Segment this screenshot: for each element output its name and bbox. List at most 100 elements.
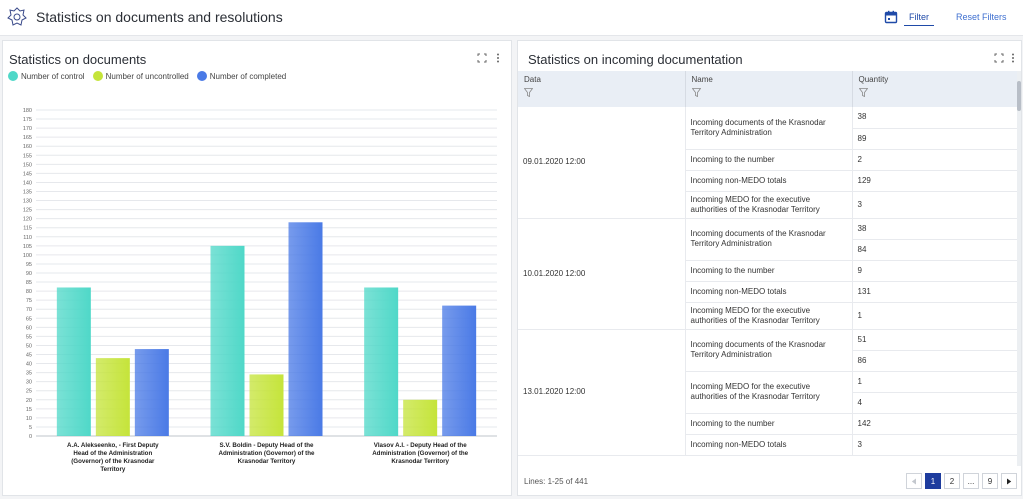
column-header-data[interactable]: Data bbox=[518, 71, 686, 107]
y-tick-label: 140 bbox=[23, 180, 32, 186]
x-tick-label: (Governor) of the Krasnodar bbox=[71, 458, 155, 465]
y-tick-label: 25 bbox=[26, 389, 32, 395]
fullscreen-icon[interactable] bbox=[994, 53, 1004, 63]
stats-table: Data Name Quantity 09.01.2020 12:00 Incom… bbox=[518, 71, 1021, 456]
filter-button[interactable]: Filter bbox=[884, 8, 934, 26]
y-tick-label: 60 bbox=[26, 325, 32, 331]
y-tick-label: 165 bbox=[23, 135, 32, 141]
quantity-cell: 4 bbox=[852, 392, 1021, 414]
x-tick-label: Administration (Governor) of the bbox=[372, 450, 468, 457]
page-button[interactable]: 2 bbox=[944, 473, 960, 489]
legend-item[interactable]: Number of control bbox=[8, 71, 85, 81]
y-tick-label: 110 bbox=[23, 235, 32, 241]
legend-swatch bbox=[8, 71, 18, 81]
calendar-icon bbox=[884, 10, 898, 24]
quantity-cell: 3 bbox=[852, 191, 1021, 219]
y-tick-label: 100 bbox=[23, 253, 32, 259]
more-vertical-icon[interactable] bbox=[493, 53, 503, 63]
quantity-cell: 1 bbox=[852, 302, 1021, 330]
y-tick-label: 120 bbox=[23, 217, 32, 223]
scrollbar-thumb[interactable] bbox=[1017, 81, 1021, 111]
bar bbox=[364, 287, 399, 436]
column-header-label: Data bbox=[524, 75, 541, 84]
emblem-icon bbox=[7, 7, 27, 26]
date-cell: 09.01.2020 12:00 bbox=[518, 107, 686, 219]
name-cell: Incoming to the number bbox=[685, 149, 853, 171]
quantity-cell: 142 bbox=[852, 413, 1021, 435]
y-tick-label: 50 bbox=[26, 343, 32, 349]
legend-label: Number of control bbox=[21, 71, 85, 81]
bar bbox=[442, 305, 477, 436]
y-tick-label: 135 bbox=[23, 190, 32, 196]
table-row[interactable]: 13.01.2020 12:00 Incoming documents of th… bbox=[518, 329, 1021, 456]
quantity-cell: 3 bbox=[852, 434, 1021, 456]
quantity-cell: 129 bbox=[852, 170, 1021, 192]
name-cell: Incoming documents of the Krasnodar Terr… bbox=[685, 218, 853, 261]
y-tick-label: 65 bbox=[26, 316, 32, 322]
y-tick-label: 160 bbox=[23, 144, 32, 150]
table-row[interactable]: Incoming non-MEDO totals 131 bbox=[518, 281, 1021, 303]
quantity-cell: 9 bbox=[852, 260, 1021, 282]
filter-icon[interactable] bbox=[524, 88, 533, 97]
table-row[interactable]: Incoming MEDO for the executive authorit… bbox=[518, 191, 1021, 219]
table-row[interactable]: Incoming MEDO for the executive authorit… bbox=[518, 302, 1021, 330]
table-row[interactable]: 09.01.2020 12:00 Incoming documents of th… bbox=[518, 107, 1021, 219]
x-tick-label: S.V. Boldin - Deputy Head of the bbox=[220, 442, 315, 449]
column-header-label: Quantity bbox=[858, 75, 889, 84]
y-tick-label: 40 bbox=[26, 362, 32, 368]
y-tick-label: 115 bbox=[23, 226, 32, 232]
stats-table-wrapper: Data Name Quantity 09.01.2020 12:00 Incom… bbox=[518, 71, 1021, 466]
quantity-cell: 89 bbox=[852, 128, 1021, 150]
fullscreen-icon[interactable] bbox=[477, 53, 487, 63]
legend-item[interactable]: Number of completed bbox=[196, 71, 286, 81]
reset-filters-button[interactable]: Reset Filters bbox=[956, 12, 1007, 22]
y-tick-label: 45 bbox=[26, 353, 32, 359]
name-cell: Incoming documents of the Krasnodar Terr… bbox=[685, 329, 853, 372]
bar-chart: 0 5 10 15 20 25 30 35 40 45 50 55 60 65 70 75 80 85 90 95 10… bbox=[23, 108, 497, 473]
x-tick-label: Head of the Administration bbox=[73, 450, 152, 457]
next-page-button[interactable] bbox=[1001, 473, 1017, 489]
legend-item[interactable]: Number of uncontrolled bbox=[92, 71, 189, 81]
panel-title: Statistics on incoming documentation bbox=[528, 52, 743, 67]
top-bar: Statistics on documents and resolutions … bbox=[0, 0, 1023, 36]
y-tick-label: 150 bbox=[23, 162, 32, 168]
filter-icon[interactable] bbox=[691, 88, 701, 97]
legend-label: Number of uncontrolled bbox=[105, 71, 189, 81]
quantity-cell: 2 bbox=[852, 149, 1021, 171]
page-button[interactable]: 9 bbox=[982, 473, 998, 489]
page-title: Statistics on documents and resolutions bbox=[36, 9, 283, 25]
y-tick-label: 175 bbox=[23, 117, 32, 123]
column-header-quantity[interactable]: Quantity bbox=[852, 71, 1021, 107]
table-row[interactable]: Incoming to the number 142 bbox=[518, 413, 1021, 435]
table-row[interactable]: Incoming non-MEDO totals 3 bbox=[518, 434, 1021, 456]
panel-title: Statistics on documents bbox=[9, 52, 147, 67]
filter-icon[interactable] bbox=[858, 88, 868, 97]
quantity-cell: 86 bbox=[852, 350, 1021, 372]
table-row[interactable]: Incoming to the number 9 bbox=[518, 260, 1021, 282]
y-tick-label: 105 bbox=[23, 244, 32, 250]
y-tick-label: 145 bbox=[23, 171, 32, 177]
table-body: 09.01.2020 12:00 Incoming documents of th… bbox=[518, 107, 1021, 456]
name-cell: Incoming non-MEDO totals bbox=[685, 434, 853, 456]
y-tick-label: 125 bbox=[23, 208, 32, 214]
y-tick-label: 130 bbox=[23, 199, 32, 205]
documents-chart-panel: Statistics on documents Number of contro… bbox=[2, 40, 512, 496]
page-ellipsis: ... bbox=[963, 473, 979, 489]
scrollbar[interactable] bbox=[1017, 71, 1021, 466]
more-vertical-icon[interactable] bbox=[1008, 53, 1018, 63]
page-button[interactable]: 1 bbox=[925, 473, 941, 489]
bar bbox=[288, 222, 323, 436]
x-tick-label: Vlasov A.I. - Deputy Head of the bbox=[374, 442, 468, 449]
x-tick-label: Krasnodar Territory bbox=[238, 458, 296, 465]
y-tick-label: 90 bbox=[26, 271, 32, 277]
x-tick-label: Administration (Governor) of the bbox=[219, 450, 315, 457]
column-header-name[interactable]: Name bbox=[685, 71, 853, 107]
table-row[interactable]: 10.01.2020 12:00 Incoming documents of th… bbox=[518, 218, 1021, 330]
prev-page-button[interactable] bbox=[906, 473, 922, 489]
table-row[interactable]: Incoming to the number 2 bbox=[518, 149, 1021, 171]
lines-count: Lines: 1-25 of 441 bbox=[524, 477, 589, 486]
y-tick-label: 35 bbox=[26, 371, 32, 377]
chart-legend: Number of control Number of uncontrolled… bbox=[8, 71, 286, 81]
table-row[interactable]: Incoming MEDO for the executive authorit… bbox=[518, 371, 1021, 414]
y-tick-label: 30 bbox=[26, 380, 32, 386]
